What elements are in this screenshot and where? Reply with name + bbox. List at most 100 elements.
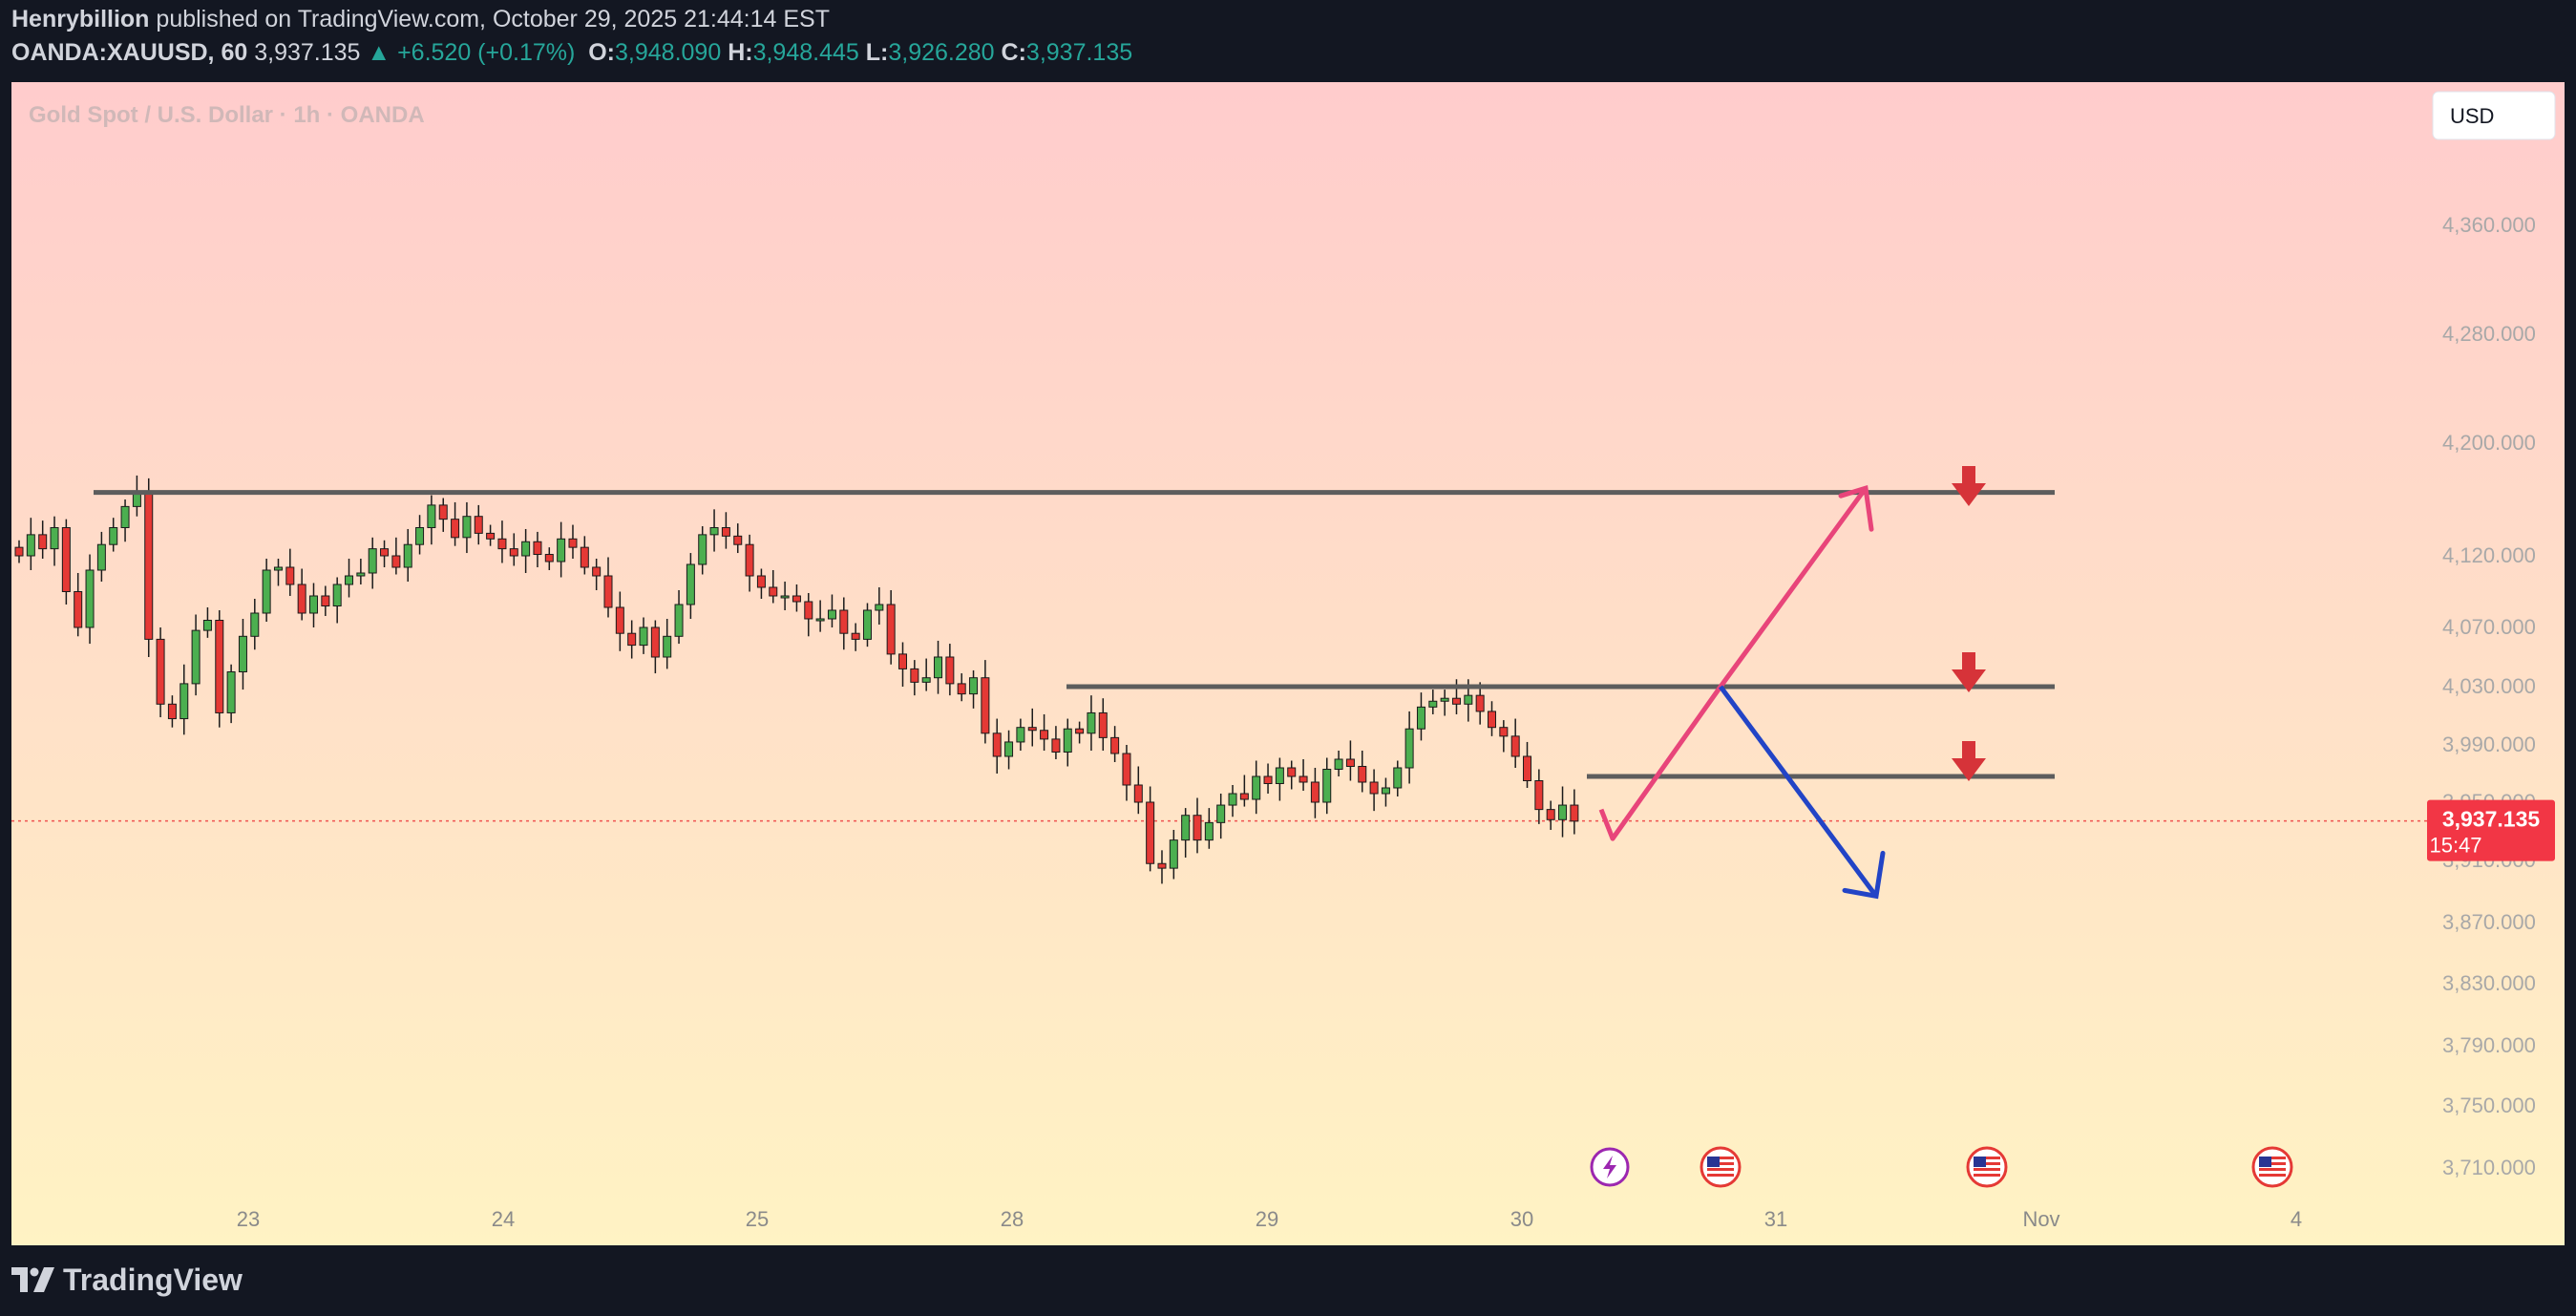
candle-body	[427, 504, 436, 528]
us-flag-icon[interactable]	[2251, 1146, 2293, 1188]
candle-body	[827, 609, 836, 620]
candle	[674, 590, 684, 645]
y-tick-label: 3,990.000	[2442, 732, 2536, 756]
usd-button-label[interactable]: USD	[2450, 104, 2494, 128]
candle-body	[1040, 730, 1049, 740]
y-tick-label: 4,070.000	[2442, 615, 2536, 639]
candle	[1181, 808, 1191, 858]
candle	[1216, 794, 1226, 839]
candle	[273, 559, 283, 586]
event-markers[interactable]	[1590, 1146, 2293, 1188]
candle-body	[403, 543, 412, 568]
candle	[179, 664, 189, 735]
candle-body	[368, 548, 377, 574]
candle	[1358, 751, 1367, 793]
candle-body	[663, 635, 672, 658]
candle	[191, 614, 201, 696]
candle-body	[981, 677, 990, 734]
blue-projection-arrow[interactable]	[1718, 685, 1879, 898]
candle	[462, 501, 472, 554]
candle-body	[332, 584, 342, 606]
candle-body	[156, 638, 165, 705]
candle-body	[839, 609, 849, 634]
candle-body	[85, 569, 95, 628]
candle-body	[1488, 711, 1496, 729]
x-tick-label: 24	[492, 1207, 515, 1231]
candle-body	[1570, 804, 1579, 822]
candle-body	[497, 538, 507, 550]
candle-body	[1428, 700, 1438, 708]
candle	[1546, 800, 1555, 830]
candle	[1381, 777, 1390, 807]
candle	[368, 537, 377, 589]
chart-header: Henrybillion published on TradingView.co…	[0, 0, 2576, 82]
candle	[1146, 786, 1155, 872]
candle-body	[1122, 753, 1131, 786]
candle	[1133, 766, 1143, 815]
publish-date: published on TradingView.com, October 29…	[149, 6, 830, 32]
candle	[96, 531, 106, 582]
candle	[438, 498, 448, 532]
candle	[1275, 757, 1284, 801]
candle-body	[1193, 815, 1202, 841]
y-tick-label: 3,830.000	[2442, 971, 2536, 995]
candle	[1228, 785, 1237, 817]
projection-drawings[interactable]	[1598, 484, 1886, 900]
candle	[698, 526, 707, 575]
candle-body	[1334, 758, 1343, 770]
candle-body	[1369, 781, 1379, 795]
candle-body	[1216, 804, 1226, 823]
candle-body	[639, 626, 648, 647]
candle	[250, 599, 260, 650]
candle-body	[1075, 728, 1085, 734]
candle-body	[1558, 804, 1568, 820]
candle-body	[650, 626, 660, 658]
candle	[792, 584, 801, 612]
candle	[1334, 751, 1343, 776]
candle-body	[592, 566, 602, 577]
candle-body	[1087, 711, 1096, 734]
candle-body	[804, 601, 813, 620]
candle-body	[167, 703, 177, 720]
candle	[1428, 690, 1438, 714]
x-tick-label: 23	[237, 1207, 260, 1231]
candle	[1098, 698, 1108, 751]
candle-body	[1499, 727, 1509, 737]
candle	[709, 509, 719, 552]
candle-body	[898, 653, 907, 669]
candle	[1110, 726, 1120, 762]
candle	[74, 573, 83, 637]
publisher-name[interactable]: Henrybillion	[11, 6, 150, 32]
time-axis[interactable]: 23 24 25 28 29 30 31 Nov 4	[237, 1207, 2302, 1231]
candles	[14, 475, 1579, 884]
price-tag-value: 3,937.135	[2442, 807, 2541, 832]
candle	[921, 658, 931, 691]
candle-body	[144, 492, 154, 640]
candle	[1157, 850, 1167, 884]
candle-body	[627, 632, 637, 647]
candle	[1122, 745, 1131, 801]
usd-button[interactable]: USD	[2432, 91, 2556, 140]
candle	[1404, 711, 1414, 784]
tradingview-logo[interactable]: TradingView	[11, 1261, 243, 1299]
pink-projection-arrow[interactable]	[1598, 486, 1869, 841]
price-chart[interactable]: Gold Spot / U.S. Dollar · 1h · OANDA USD…	[11, 82, 2565, 1245]
candle	[886, 590, 896, 665]
candle-body	[380, 548, 390, 557]
us-flag-icon[interactable]	[1700, 1146, 1742, 1188]
candle	[663, 619, 672, 669]
candle-body	[1510, 735, 1520, 757]
symbol-label[interactable]: OANDA:XAUUSD, 60	[11, 39, 248, 66]
x-tick-label: 25	[746, 1207, 769, 1231]
candle	[497, 520, 507, 563]
horizontal-levels[interactable]	[94, 490, 2055, 779]
candle	[1027, 708, 1037, 747]
candle-body	[462, 516, 472, 539]
candle	[533, 531, 542, 567]
candle-body	[886, 604, 896, 655]
candle-body	[568, 538, 578, 548]
candle	[557, 521, 566, 578]
bolt-icon[interactable]	[1590, 1147, 1630, 1187]
candle-body	[686, 563, 695, 605]
us-flag-icon[interactable]	[1966, 1146, 2008, 1188]
